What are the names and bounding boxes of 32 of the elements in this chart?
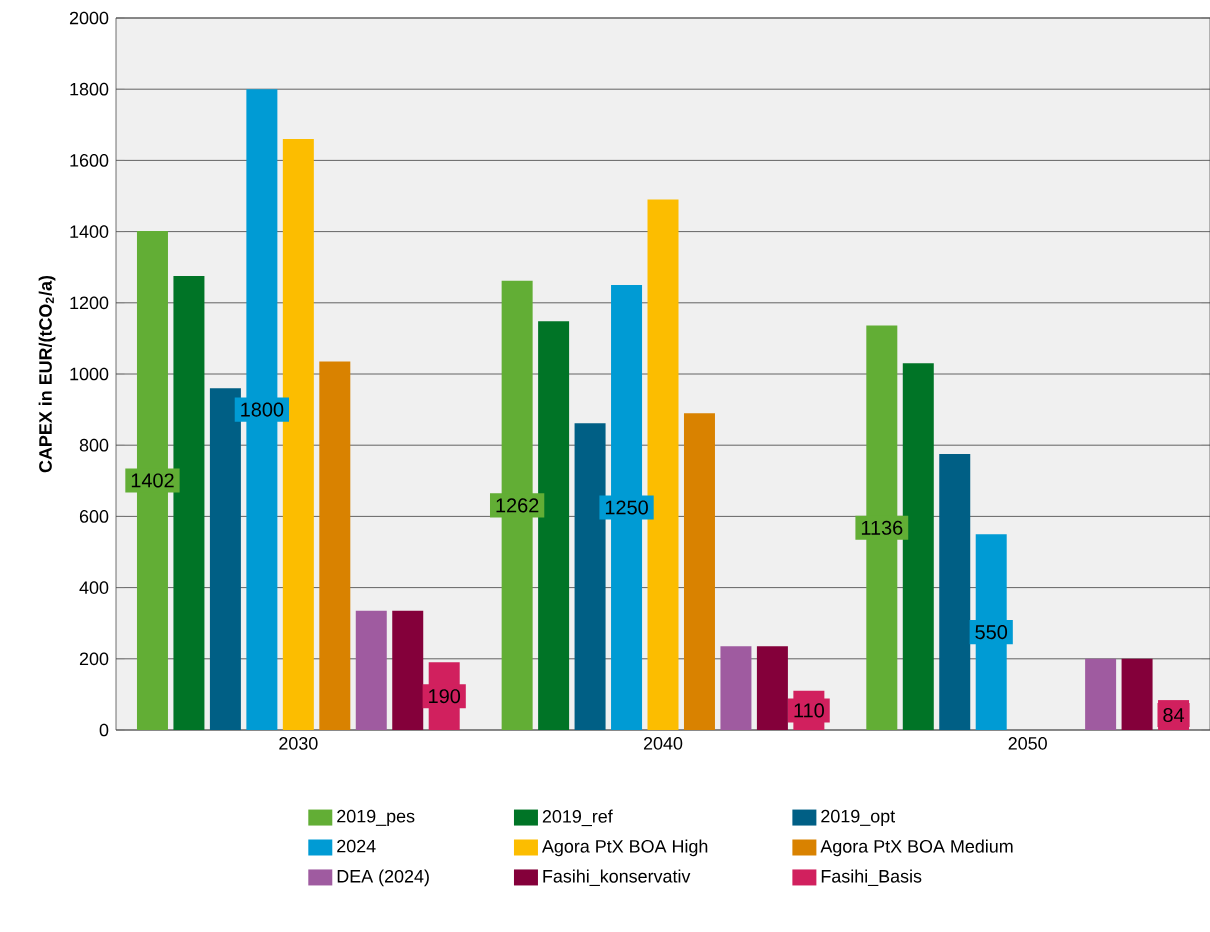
data-label: 1136 (861, 520, 903, 535)
y-tick-label: 1200 (70, 296, 109, 310)
y-tick-label: 400 (79, 581, 109, 594)
x-tick-label: 2030 (279, 737, 318, 750)
y-tick-label: 600 (79, 510, 109, 523)
data-label: 550 (975, 625, 1008, 640)
legend-label: DEA (2024) (337, 869, 429, 887)
data-label: 1262 (496, 498, 539, 513)
legend-label: Fasihi_Basis (821, 869, 922, 887)
legend-label: Agora PtX BOA High (541, 839, 708, 857)
y-tick-label: 1600 (70, 154, 109, 167)
data-label: 1800 (241, 402, 284, 417)
data-label: 1402 (131, 473, 174, 488)
legend-label: Agora PtX BOA Medium (820, 839, 1013, 857)
y-tick-label: 200 (79, 652, 109, 666)
y-tick-label: 1400 (70, 225, 109, 238)
y-tick-label: 1800 (70, 82, 109, 96)
data-label: 190 (429, 689, 461, 704)
x-tick-label: 2040 (643, 737, 683, 750)
legend-label: 2019_opt (821, 809, 896, 827)
data-label: 1250 (605, 500, 648, 515)
y-axis-title: CAPEX in EUR/(tCO$_{2}$/a) (38, 275, 56, 473)
legend-label: 2024 (337, 839, 376, 853)
data-label: 84 (1163, 708, 1185, 723)
legend-label: Fasihi_konservativ (543, 869, 691, 887)
legend-label: 2019_pes (337, 809, 415, 827)
y-tick-label: 0 (99, 723, 109, 737)
x-tick-label: 2050 (1008, 737, 1047, 750)
y-tick-label: 2000 (69, 11, 109, 25)
legend-label: 2019_ref (542, 809, 613, 827)
y-tick-label: 1000 (70, 367, 109, 381)
y-tick-label: 800 (79, 438, 109, 452)
